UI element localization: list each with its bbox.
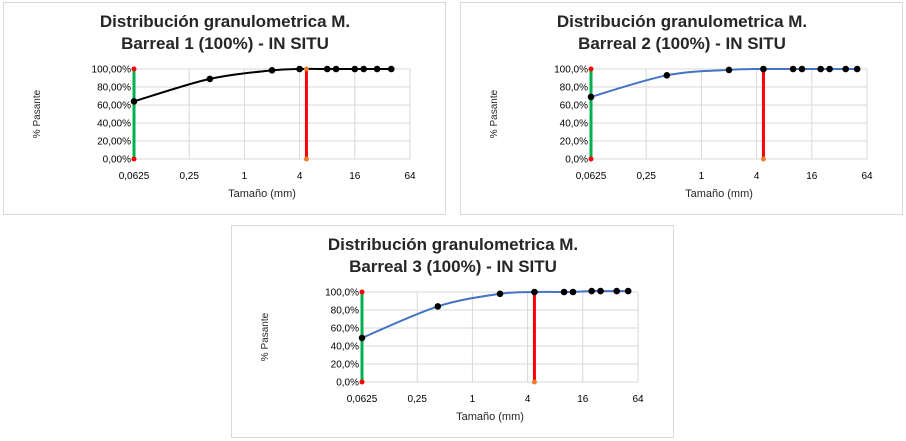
data-point	[789, 65, 797, 73]
x-tick-label: 64	[861, 171, 873, 182]
data-point	[296, 65, 303, 73]
x-tick-label: 16	[806, 171, 818, 182]
x-tick-label: 0,0625	[347, 394, 378, 405]
data-point	[434, 303, 442, 310]
chart-svg-3: Distribución granulometrica M. Barreal 3 …	[260, 235, 644, 423]
limit-marker	[131, 156, 137, 162]
data-point	[531, 288, 538, 296]
y-tick-label: 100,00%	[92, 65, 132, 76]
x-tick-label: 0,25	[407, 394, 427, 405]
y-tick-label: 80,00%	[97, 83, 131, 94]
y-tick-label: 20,0%	[331, 360, 359, 371]
data-point	[597, 287, 604, 295]
data-point	[360, 65, 367, 73]
x-tick-label: 64	[404, 171, 416, 182]
chart-svg-1: Distribución granulometrica M. Barreal 1 …	[32, 12, 416, 200]
y-tick-label: 100,0%	[325, 288, 359, 299]
y-tick-label: 40,0%	[331, 342, 359, 353]
data-point	[206, 75, 214, 83]
data-point	[624, 287, 632, 295]
data-point	[817, 65, 824, 73]
limit-marker	[359, 379, 365, 385]
data-point	[268, 67, 276, 74]
data-point	[725, 66, 733, 74]
limit-marker	[359, 289, 365, 295]
limit-marker	[588, 66, 594, 72]
chart-title-line: Distribución granulometrica M.	[100, 12, 350, 31]
data-point	[351, 65, 359, 73]
data-point	[663, 72, 671, 79]
x-tick-label: 4	[754, 171, 760, 182]
limit-marker	[303, 66, 309, 72]
data-point	[332, 65, 340, 73]
y-tick-label: 20,0%	[560, 137, 588, 148]
chart-panel-1: Distribución granulometrica M. Barreal 1 …	[3, 2, 446, 215]
data-point	[587, 93, 595, 101]
y-tick-label: 0,00%	[103, 155, 131, 166]
data-point	[358, 334, 366, 342]
y-tick-label: 40,00%	[97, 119, 131, 130]
data-point	[588, 287, 595, 295]
x-tick-label: 0,0625	[576, 171, 607, 182]
x-tick-label: 1	[470, 394, 476, 405]
y-axis-label: % Pasante	[489, 89, 500, 138]
limit-marker	[760, 156, 766, 162]
y-tick-label: 80,0%	[331, 306, 359, 317]
chart-panel-2: Distribución granulometrica M. Barreal 2 …	[460, 2, 903, 215]
y-tick-label: 0,0%	[565, 155, 588, 166]
x-tick-label: 4	[525, 394, 531, 405]
limit-marker	[531, 379, 537, 385]
x-tick-label: 0,25	[636, 171, 656, 182]
x-axis-label: Tamaño (mm)	[228, 188, 296, 200]
limit-marker	[303, 156, 309, 162]
chart-title-line: Barreal 3 (100%) - IN SITU	[349, 257, 557, 276]
x-tick-label: 16	[349, 171, 361, 182]
data-point	[323, 65, 331, 73]
x-tick-label: 0,0625	[119, 171, 150, 182]
series-curve	[361, 290, 629, 339]
x-tick-label: 1	[699, 171, 705, 182]
data-point	[560, 288, 568, 296]
y-tick-label: 20,00%	[97, 137, 131, 148]
y-tick-label: 80,0%	[560, 83, 588, 94]
chart-title-line: Distribución granulometrica M.	[557, 12, 807, 31]
chart-title-line: Distribución granulometrica M.	[328, 235, 578, 254]
series-curve	[133, 67, 392, 103]
x-tick-label: 4	[297, 171, 303, 182]
y-tick-label: 40,0%	[560, 119, 588, 130]
x-tick-label: 16	[577, 394, 589, 405]
x-axis-label: Tamaño (mm)	[685, 188, 753, 200]
y-tick-label: 100,0%	[554, 65, 588, 76]
y-axis-label: % Pasante	[32, 89, 43, 138]
x-axis-label: Tamaño (mm)	[456, 411, 524, 423]
limit-marker	[131, 66, 137, 72]
chart-panel-3: Distribución granulometrica M. Barreal 3 …	[231, 225, 674, 438]
data-point	[853, 65, 861, 73]
limit-marker	[588, 156, 594, 162]
series-curve	[590, 67, 858, 98]
data-point	[798, 65, 806, 73]
y-tick-label: 0,0%	[336, 378, 359, 389]
data-point	[387, 65, 395, 73]
data-point	[760, 65, 767, 73]
data-point	[130, 98, 138, 105]
y-tick-label: 60,0%	[560, 101, 588, 112]
y-tick-label: 60,0%	[331, 324, 359, 335]
x-tick-label: 1	[242, 171, 248, 182]
data-point	[373, 65, 381, 73]
data-point	[613, 287, 621, 295]
y-tick-label: 60,00%	[97, 101, 131, 112]
data-point	[569, 288, 577, 296]
x-tick-label: 64	[632, 394, 644, 405]
chart-title-line: Barreal 2 (100%) - IN SITU	[578, 34, 786, 53]
data-point	[842, 65, 850, 73]
data-point	[826, 65, 833, 73]
x-tick-label: 0,25	[179, 171, 199, 182]
data-point	[496, 290, 504, 298]
chart-title-line: Barreal 1 (100%) - IN SITU	[121, 34, 329, 53]
y-axis-label: % Pasante	[260, 312, 271, 361]
chart-svg-2: Distribución granulometrica M. Barreal 2 …	[489, 12, 873, 200]
